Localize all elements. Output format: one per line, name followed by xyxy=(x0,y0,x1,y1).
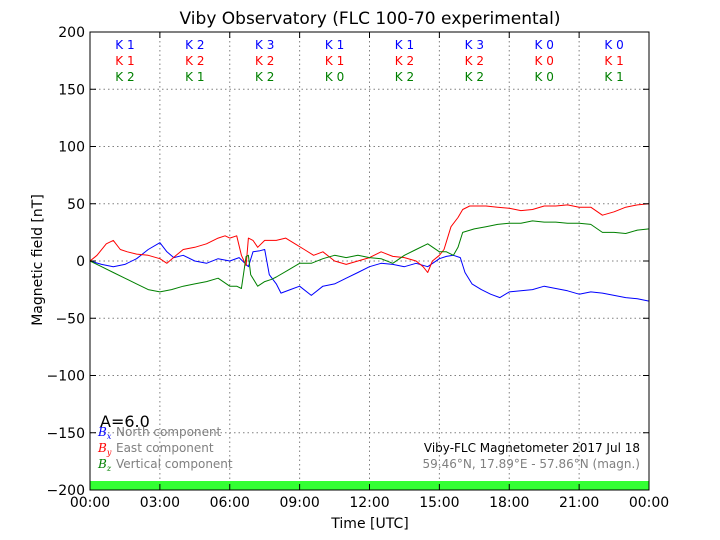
y-tick-label: 200 xyxy=(58,25,85,41)
k-index-label: K 3 xyxy=(465,38,484,52)
axis-ticks: 00:00 03:00 06:00 09:00 12:00 15:00 18:00 21:00… xyxy=(47,25,670,511)
legend-symbol-subscript: x xyxy=(107,432,112,441)
k-index-label: K 3 xyxy=(255,38,274,52)
y-tick-label: −200 xyxy=(47,483,85,499)
legend-symbol-letter: B xyxy=(97,425,107,439)
k-index-label: K 0 xyxy=(535,70,554,84)
k-index-label: K 2 xyxy=(255,70,274,84)
k-index-label: K 0 xyxy=(325,70,344,84)
legend: Bx North component By East component Bz Verti… xyxy=(97,425,233,473)
a-index-label: A=6.0 xyxy=(100,412,150,431)
series-layer xyxy=(89,203,650,302)
grid-lines xyxy=(90,32,649,490)
k-index-label: K 1 xyxy=(325,54,344,68)
y-tick-label: 100 xyxy=(58,140,85,156)
x-tick-label: 09:00 xyxy=(279,495,319,511)
legend-label: East component xyxy=(116,441,214,455)
legend-symbol-subscript: y xyxy=(106,448,112,457)
k-index-label: K 2 xyxy=(465,54,484,68)
k-index-label: K 1 xyxy=(115,54,134,68)
x-tick-label: 15:00 xyxy=(419,495,459,511)
k-index-label: K 0 xyxy=(604,38,623,52)
k-index-label: K 0 xyxy=(535,38,554,52)
y-tick-label: 50 xyxy=(67,197,85,213)
k-index-label: K 1 xyxy=(395,38,414,52)
x-tick-label: 06:00 xyxy=(210,495,250,511)
chart-title: Viby Observatory (FLC 100-70 experimenta… xyxy=(180,9,561,29)
legend-symbol-letter: B xyxy=(97,457,107,471)
series-line-z xyxy=(89,220,650,293)
x-axis-title: Time [UTC] xyxy=(330,516,408,532)
k-index-label: K 1 xyxy=(185,70,204,84)
x-tick-label: 21:00 xyxy=(559,495,599,511)
x-tick-label: 00:00 xyxy=(70,495,110,511)
k-index-label: K 1 xyxy=(604,54,623,68)
legend-symbol-z: Bz xyxy=(97,457,112,473)
info-coordinates-label: 59.46°N, 17.89°E - 57.86°N (magn.) xyxy=(423,457,640,471)
series-line-x xyxy=(89,242,650,302)
legend-symbol-x: Bx xyxy=(97,425,112,441)
x-tick-label: 12:00 xyxy=(349,495,389,511)
k-index-label: K 1 xyxy=(604,70,623,84)
legend-label: North component xyxy=(116,425,222,439)
k-index-label: K 1 xyxy=(325,38,344,52)
y-tick-label: 0 xyxy=(76,254,85,270)
legend-label: Vertical component xyxy=(116,457,233,471)
y-axis-title: Magnetic field [nT] xyxy=(30,194,46,326)
k-index-label: K 2 xyxy=(395,70,414,84)
k-index-label: K 2 xyxy=(255,54,274,68)
k-index-label: K 2 xyxy=(185,38,204,52)
x-tick-label: 18:00 xyxy=(489,495,529,511)
info-station-label: Viby-FLC Magnetometer 2017 Jul 18 xyxy=(424,441,640,455)
k-index-table: K 1 K 2 K 3 K 1 K 1 K 3 K 0 K 0 K 1 K 2 K 2 K 1 K 2 K… xyxy=(115,38,623,84)
k-index-label: K 2 xyxy=(115,70,134,84)
y-tick-label: −50 xyxy=(55,311,85,327)
k-index-label: K 1 xyxy=(115,38,134,52)
k-index-label: K 2 xyxy=(185,54,204,68)
y-tick-label: 150 xyxy=(58,82,85,98)
y-tick-label: −100 xyxy=(47,369,85,385)
k-index-label: K 2 xyxy=(395,54,414,68)
legend-symbol-letter: B xyxy=(97,441,107,455)
series-line-y xyxy=(89,203,650,273)
k-index-label: K 0 xyxy=(535,54,554,68)
y-tick-label: −150 xyxy=(47,426,85,442)
x-tick-label: 00:00 xyxy=(629,495,669,511)
legend-symbol-y: By xyxy=(97,441,112,457)
x-tick-label: 03:00 xyxy=(140,495,180,511)
k-index-label: K 2 xyxy=(465,70,484,84)
legend-symbol-subscript: z xyxy=(106,464,112,473)
